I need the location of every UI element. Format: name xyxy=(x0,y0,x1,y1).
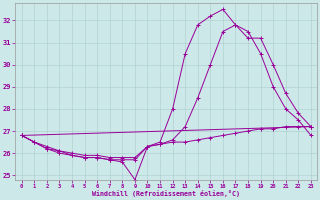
X-axis label: Windchill (Refroidissement éolien,°C): Windchill (Refroidissement éolien,°C) xyxy=(92,190,240,197)
